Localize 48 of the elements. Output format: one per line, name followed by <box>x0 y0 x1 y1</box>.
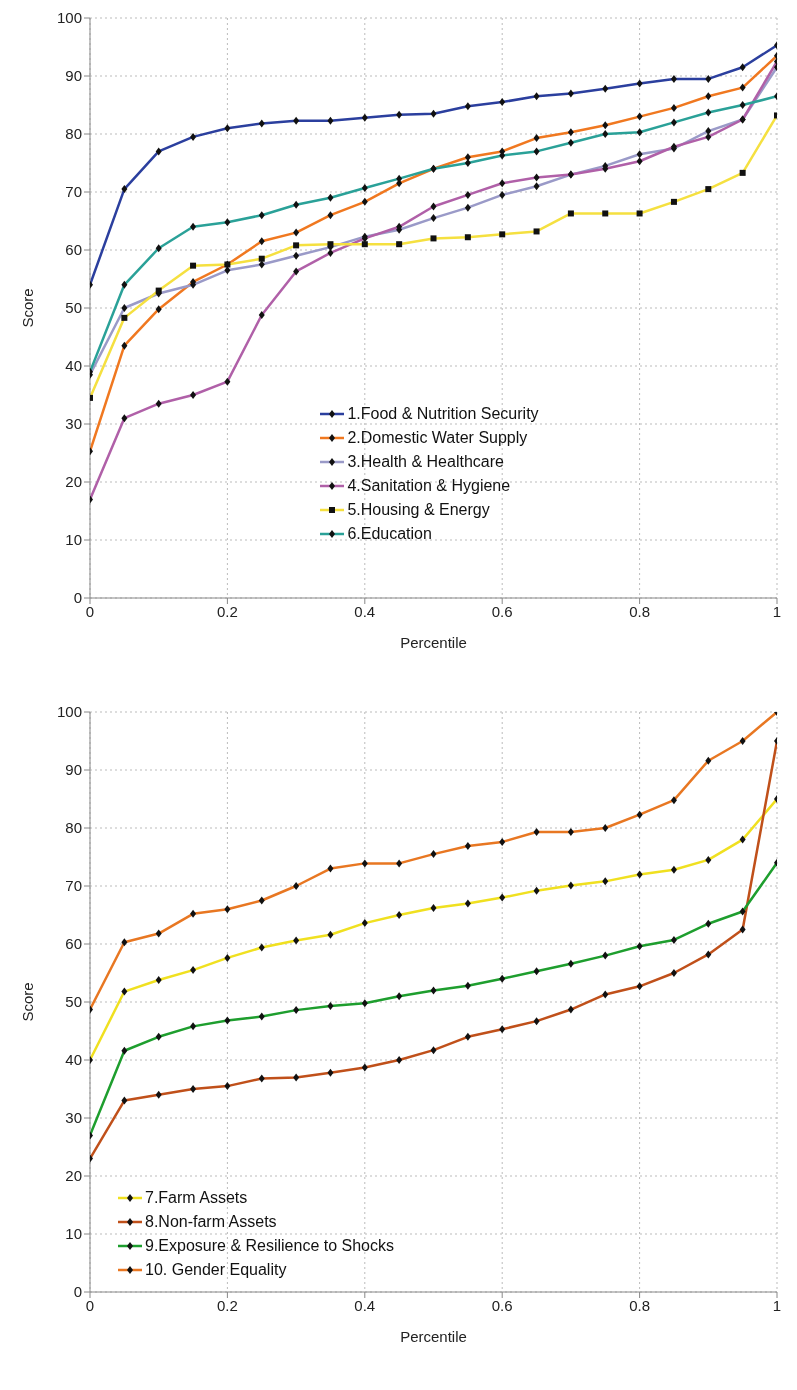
y-axis-title: Score <box>19 288 37 328</box>
x-tick-label: 0.6 <box>491 602 513 620</box>
y-tick-label: 40 <box>65 1051 82 1069</box>
legend-label: 7.Farm Assets <box>145 1189 248 1207</box>
legend-label: 3.Health & Healthcare <box>347 453 504 472</box>
y-tick-label: 100 <box>56 703 82 721</box>
y-tick-label: 70 <box>65 877 82 895</box>
legend-label: 1.Food & Nutrition Security <box>347 405 539 424</box>
legend-label: 10. Gender Equality <box>145 1261 287 1279</box>
legend-label: 9.Exposure & Resilience to Shocks <box>145 1237 395 1255</box>
legend-label: 2.Domestic Water Supply <box>347 429 528 448</box>
y-tick-label: 50 <box>65 299 82 317</box>
x-tick-label: 1 <box>772 602 782 620</box>
x-tick-label: 0.2 <box>216 602 238 620</box>
y-tick-label: 0 <box>73 1283 82 1301</box>
y-tick-label: 30 <box>65 1109 82 1127</box>
y-tick-label: 90 <box>65 67 82 85</box>
y-tick-label: 70 <box>65 183 82 201</box>
x-tick-label: 0.2 <box>216 1296 238 1314</box>
y-tick-label: 80 <box>65 125 82 143</box>
y-tick-label: 0 <box>73 589 82 607</box>
x-tick-label: 0.4 <box>354 1296 376 1314</box>
x-axis-title: Percentile <box>400 634 467 651</box>
x-tick-label: 0.8 <box>629 602 651 620</box>
y-tick-label: 40 <box>65 357 82 375</box>
legend-label: 4.Sanitation & Hygiene <box>347 477 511 496</box>
y-tick-label: 50 <box>65 993 82 1011</box>
y-tick-label: 60 <box>65 241 82 259</box>
y-tick-label: 100 <box>56 9 82 27</box>
legend-label: 5.Housing & Energy <box>347 501 490 520</box>
x-tick-label: 0 <box>85 602 95 620</box>
y-tick-label: 90 <box>65 761 82 779</box>
x-tick-label: 1 <box>772 1296 782 1314</box>
x-tick-label: 0 <box>85 1296 95 1314</box>
y-tick-label: 20 <box>65 1167 82 1185</box>
y-axis-title: Score <box>19 982 37 1022</box>
y-tick-label: 10 <box>65 1225 82 1243</box>
x-axis-title: Percentile <box>400 1328 467 1345</box>
legend-label: 8.Non-farm Assets <box>145 1213 277 1231</box>
x-tick-label: 0.4 <box>354 602 376 620</box>
y-tick-label: 80 <box>65 819 82 837</box>
legend-label: 6.Education <box>347 525 432 544</box>
x-tick-label: 0.8 <box>629 1296 651 1314</box>
y-tick-label: 60 <box>65 935 82 953</box>
x-tick-label: 0.6 <box>491 1296 513 1314</box>
y-tick-label: 10 <box>65 531 82 549</box>
y-tick-label: 20 <box>65 473 82 491</box>
y-tick-label: 30 <box>65 415 82 433</box>
